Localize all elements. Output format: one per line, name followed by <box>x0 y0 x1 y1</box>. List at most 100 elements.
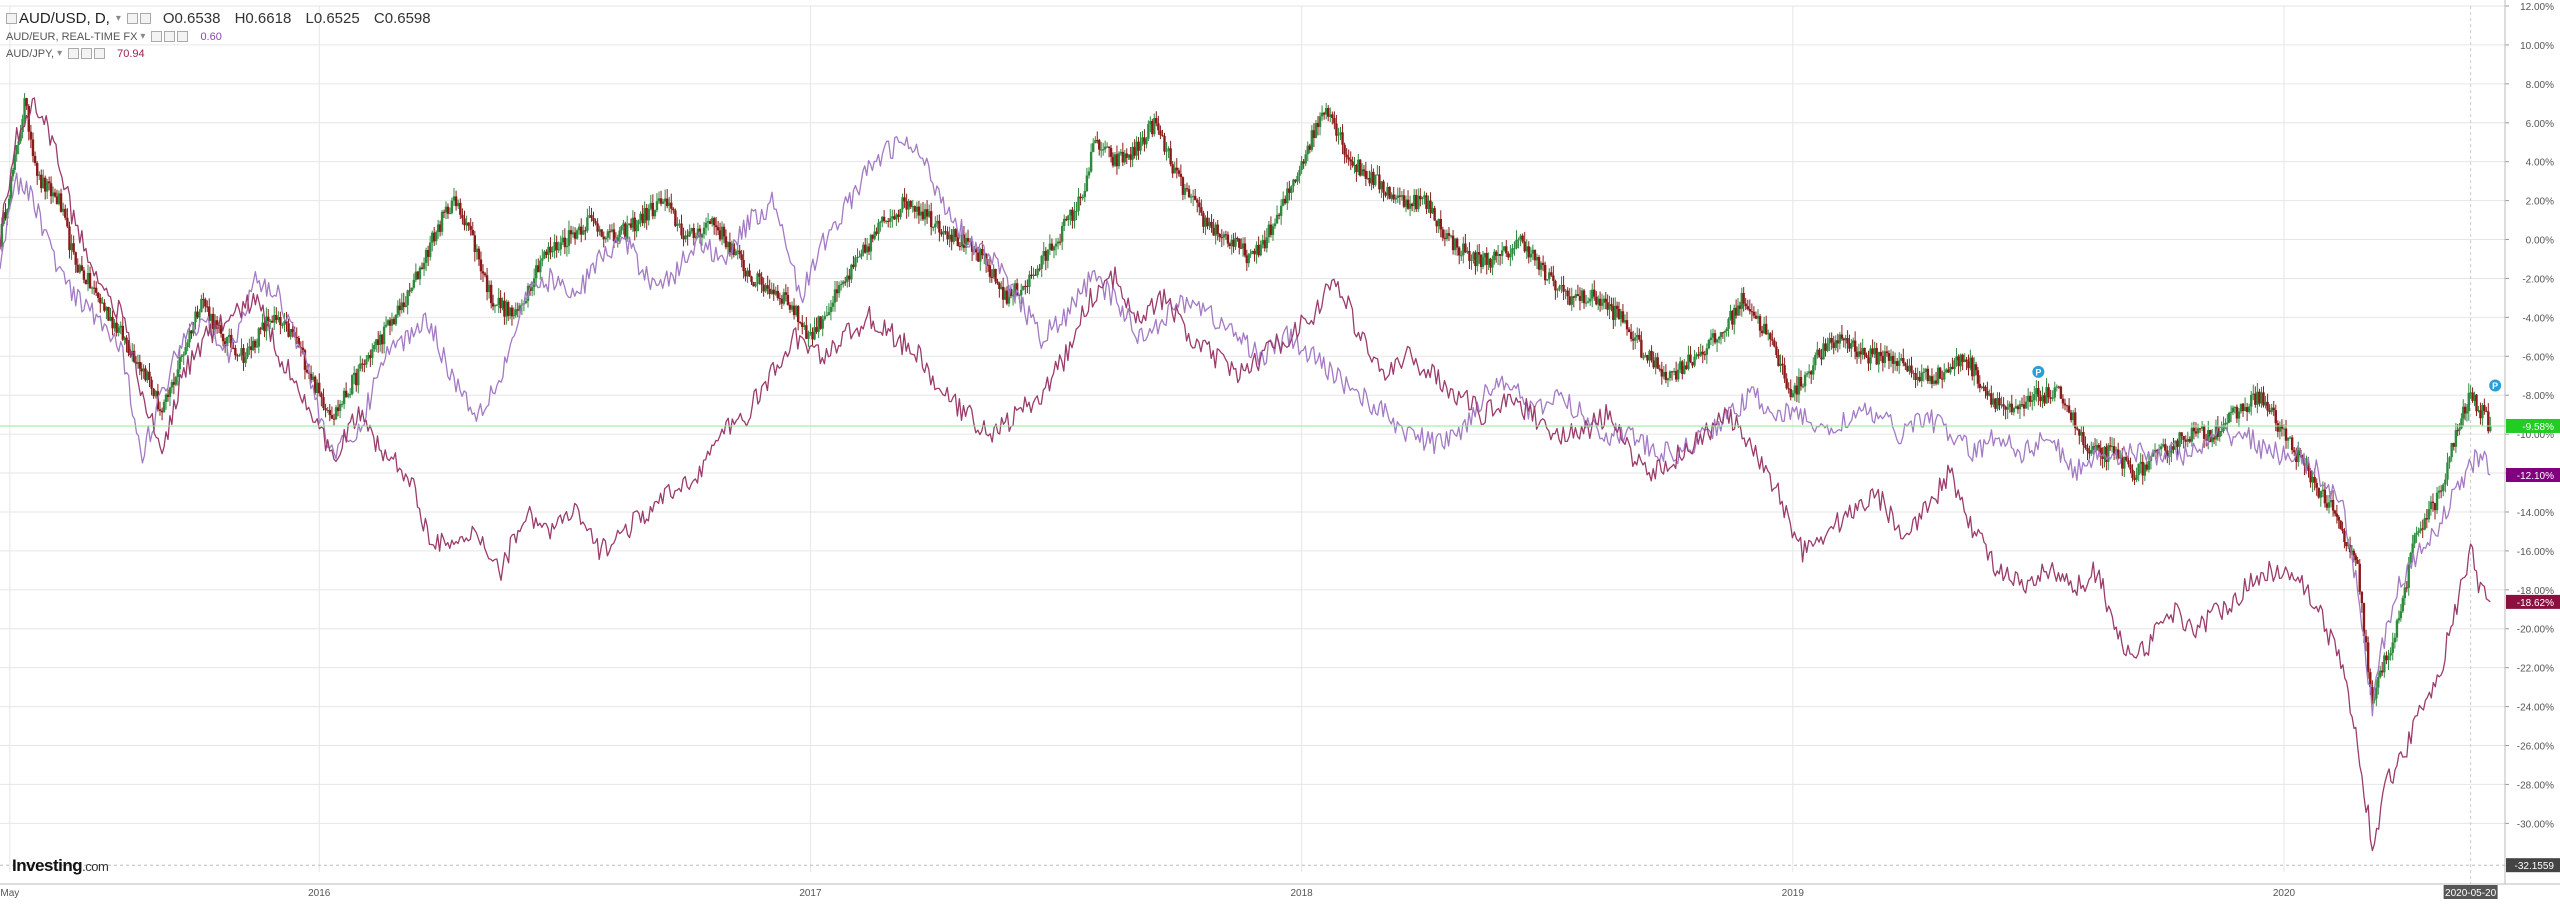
chevron-down-icon[interactable]: ▾ <box>115 12 121 24</box>
current-date-label: 2020-05-20 <box>2445 888 2497 899</box>
hide-icon[interactable] <box>139 12 151 24</box>
candle-body <box>1121 151 1125 163</box>
candle-body <box>1922 371 1925 373</box>
candle-body <box>487 284 491 293</box>
candle-body <box>2489 425 2492 432</box>
ohlc-high: H0.6618 <box>234 9 292 27</box>
candle-body <box>2055 386 2059 388</box>
candle-body <box>1119 151 1123 154</box>
candle-body <box>1883 351 1887 363</box>
candle-body <box>1877 351 1880 365</box>
candle-body <box>1131 146 1134 160</box>
candle-body <box>1081 197 1084 199</box>
candle-body <box>1701 351 1704 355</box>
candle-body <box>1857 351 1861 357</box>
candle-body <box>835 289 839 294</box>
candle-body <box>2446 462 2449 480</box>
candle-body <box>295 336 298 338</box>
candle-body <box>2417 530 2420 533</box>
candle-body <box>2226 422 2229 424</box>
candle-body <box>862 244 865 254</box>
settings-icon[interactable] <box>68 48 80 59</box>
candle-body <box>1052 246 1056 251</box>
candle-body <box>1220 237 1224 239</box>
candle-body <box>1566 290 1569 297</box>
candle-body <box>1505 246 1508 254</box>
candle-body <box>796 306 800 323</box>
candle-body <box>2362 603 2366 637</box>
candle-body <box>1406 199 1410 209</box>
candle-body <box>936 220 939 224</box>
candle-body <box>1662 371 1666 377</box>
candle-body <box>1322 112 1326 115</box>
candle-body <box>752 282 755 287</box>
candle-body <box>377 339 380 345</box>
candle-body <box>2082 432 2085 446</box>
candle-body <box>1509 253 1512 258</box>
legend-row-audusd[interactable]: AUD/USD, D, ▾ O0.6538 H0.6618 L0.6525 C0… <box>6 8 441 28</box>
candle-body <box>954 229 957 238</box>
y-tick-label: -6.00% <box>2522 352 2554 363</box>
candle-body <box>2059 386 2063 399</box>
candle-body <box>2333 510 2337 514</box>
candle-body <box>1906 366 1909 372</box>
remove-icon[interactable] <box>94 48 106 59</box>
candle-body <box>821 319 824 329</box>
candle-body <box>412 279 416 288</box>
candle-body <box>911 206 914 208</box>
candle-body <box>495 304 499 306</box>
candle-body <box>1273 223 1277 227</box>
candle-body <box>1834 340 1837 348</box>
candle-body <box>996 281 999 284</box>
legend-row-audeur[interactable]: AUD/EUR, REAL-TIME FX ▾ 0.60 <box>6 28 441 45</box>
candle-body <box>1828 338 1831 344</box>
candle-body <box>1435 220 1438 227</box>
candle-body <box>479 259 483 272</box>
candle-body <box>1949 366 1952 373</box>
candle-body <box>2278 425 2282 432</box>
chevron-down-icon[interactable]: ▾ <box>140 31 146 42</box>
hide-icon[interactable] <box>81 48 93 59</box>
candle-body <box>499 297 502 309</box>
candle-body <box>2188 438 2192 442</box>
candle-body <box>604 237 607 240</box>
candle-body <box>1161 135 1164 137</box>
candle-body <box>2245 407 2249 412</box>
candle-body <box>1374 174 1377 185</box>
candle-body <box>2479 410 2482 419</box>
investing-logo[interactable]: Investing.com <box>12 856 109 876</box>
candle-body <box>2004 406 2007 410</box>
chevron-down-icon[interactable]: ▾ <box>57 48 63 59</box>
candle-body <box>2421 528 2424 530</box>
candle-body <box>786 294 790 305</box>
legend-row-audjpy[interactable]: AUD/JPY, ▾ 70.94 <box>6 45 441 62</box>
candle-body <box>138 361 141 369</box>
candle-body <box>711 218 714 224</box>
collapse-icon[interactable] <box>6 12 17 24</box>
candle-body <box>1642 357 1645 359</box>
candle-body <box>287 323 290 337</box>
candle-body <box>1011 295 1015 297</box>
candle-body <box>2151 453 2155 457</box>
candle-body <box>674 210 677 227</box>
candle-body <box>107 306 110 321</box>
candle-body <box>1727 318 1730 329</box>
candle-body <box>1936 367 1940 384</box>
candle-body <box>2321 489 2325 492</box>
candle-body <box>942 231 945 235</box>
remove-icon[interactable] <box>177 31 189 42</box>
candle-body <box>344 390 348 397</box>
settings-icon[interactable] <box>126 12 138 24</box>
candle-body <box>1807 371 1811 374</box>
candle-body <box>2235 406 2239 419</box>
settings-icon[interactable] <box>151 31 163 42</box>
candle-body <box>94 287 98 293</box>
hide-icon[interactable] <box>164 31 176 42</box>
candle-body <box>535 265 538 279</box>
candle-body <box>380 334 384 345</box>
candle-body <box>1353 165 1356 167</box>
candle-body <box>1943 372 1946 380</box>
candle-body <box>1259 244 1262 256</box>
candle-body <box>1767 333 1770 335</box>
candle-body <box>211 313 215 330</box>
